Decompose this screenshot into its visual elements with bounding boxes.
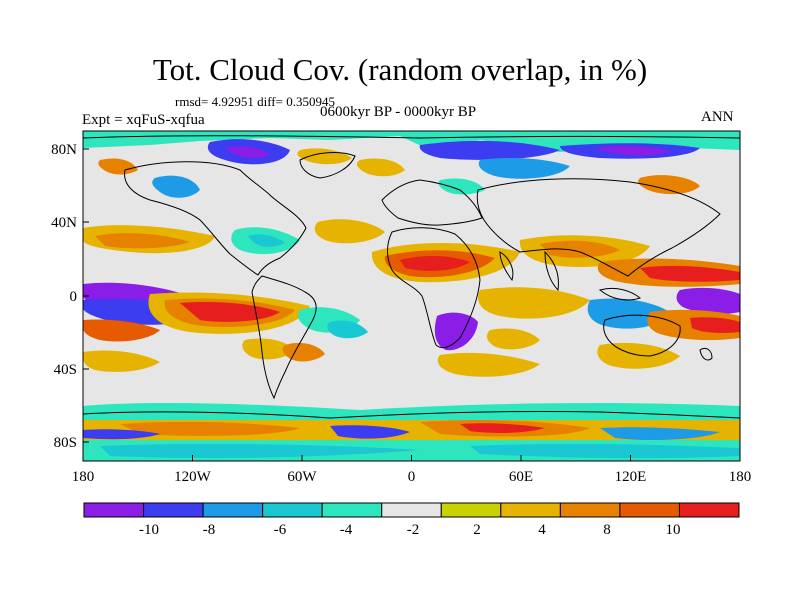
colorbar-swatch: [321, 502, 383, 518]
x-tick-label: 120W: [174, 469, 212, 485]
colorbar-swatch: [83, 502, 145, 518]
x-tick-label: 120E: [615, 469, 647, 485]
colorbar-label: 4: [538, 522, 546, 538]
colorbar-label: 10: [666, 522, 681, 538]
coastlines: [83, 135, 740, 419]
experiment-label: Expt = xqFuS-xqfua: [82, 112, 205, 128]
y-tick-label: 40N: [51, 215, 77, 231]
colorbar: [83, 502, 740, 518]
colorbar-swatch: [559, 502, 621, 518]
rmsd-diff-stats: rmsd= 4.92951 diff= 0.350945: [175, 94, 335, 109]
colorbar-label: -4: [340, 522, 353, 538]
x-tick-label: 180: [72, 469, 95, 485]
y-tick-label: 80S: [54, 435, 77, 451]
colorbar-label: 2: [473, 522, 481, 538]
colorbar-swatch: [262, 502, 323, 518]
y-tick-label: 80N: [51, 142, 77, 158]
y-tick-label: 40S: [54, 362, 77, 378]
antarctic-anomaly-field: [83, 403, 740, 461]
colorbar-label: -10: [139, 522, 159, 538]
x-tick-label: 0: [408, 469, 416, 485]
x-tick-label: 60E: [509, 469, 533, 485]
colorbar-swatch: [440, 502, 502, 518]
x-tick-label: 60W: [287, 469, 317, 485]
period-label: 0600kyr BP - 0000kyr BP: [320, 104, 477, 120]
map-plot-area: [83, 131, 740, 461]
colorbar-swatch: [202, 502, 264, 518]
colorbar-label: -6: [274, 522, 287, 538]
x-axis-labels: 180 120W 60W 0 60E 120E 180: [72, 469, 752, 485]
colorbar-label: -8: [203, 522, 216, 538]
colorbar-swatch: [500, 502, 561, 518]
y-tick-label: 0: [70, 289, 78, 305]
y-axis-labels: 80N 40N 0 40S 80S: [51, 142, 77, 451]
colorbar-swatch: [619, 502, 680, 518]
colorbar-swatch: [143, 502, 204, 518]
map-title: Tot. Cloud Cov. (random overlap, in %): [152, 52, 648, 87]
colorbar-swatch: [678, 502, 740, 518]
colorbar-labels: -10 -8 -6 -4 -2 2 4 8 10: [139, 522, 681, 538]
season-label: ANN: [701, 109, 734, 125]
axis-ticks: [82, 148, 741, 461]
colorbar-label: 8: [603, 522, 611, 538]
tropical-anomaly-field: [83, 219, 740, 377]
colorbar-swatch: [381, 502, 442, 518]
x-tick-label: 180: [729, 469, 752, 485]
colorbar-label: -2: [407, 522, 420, 538]
